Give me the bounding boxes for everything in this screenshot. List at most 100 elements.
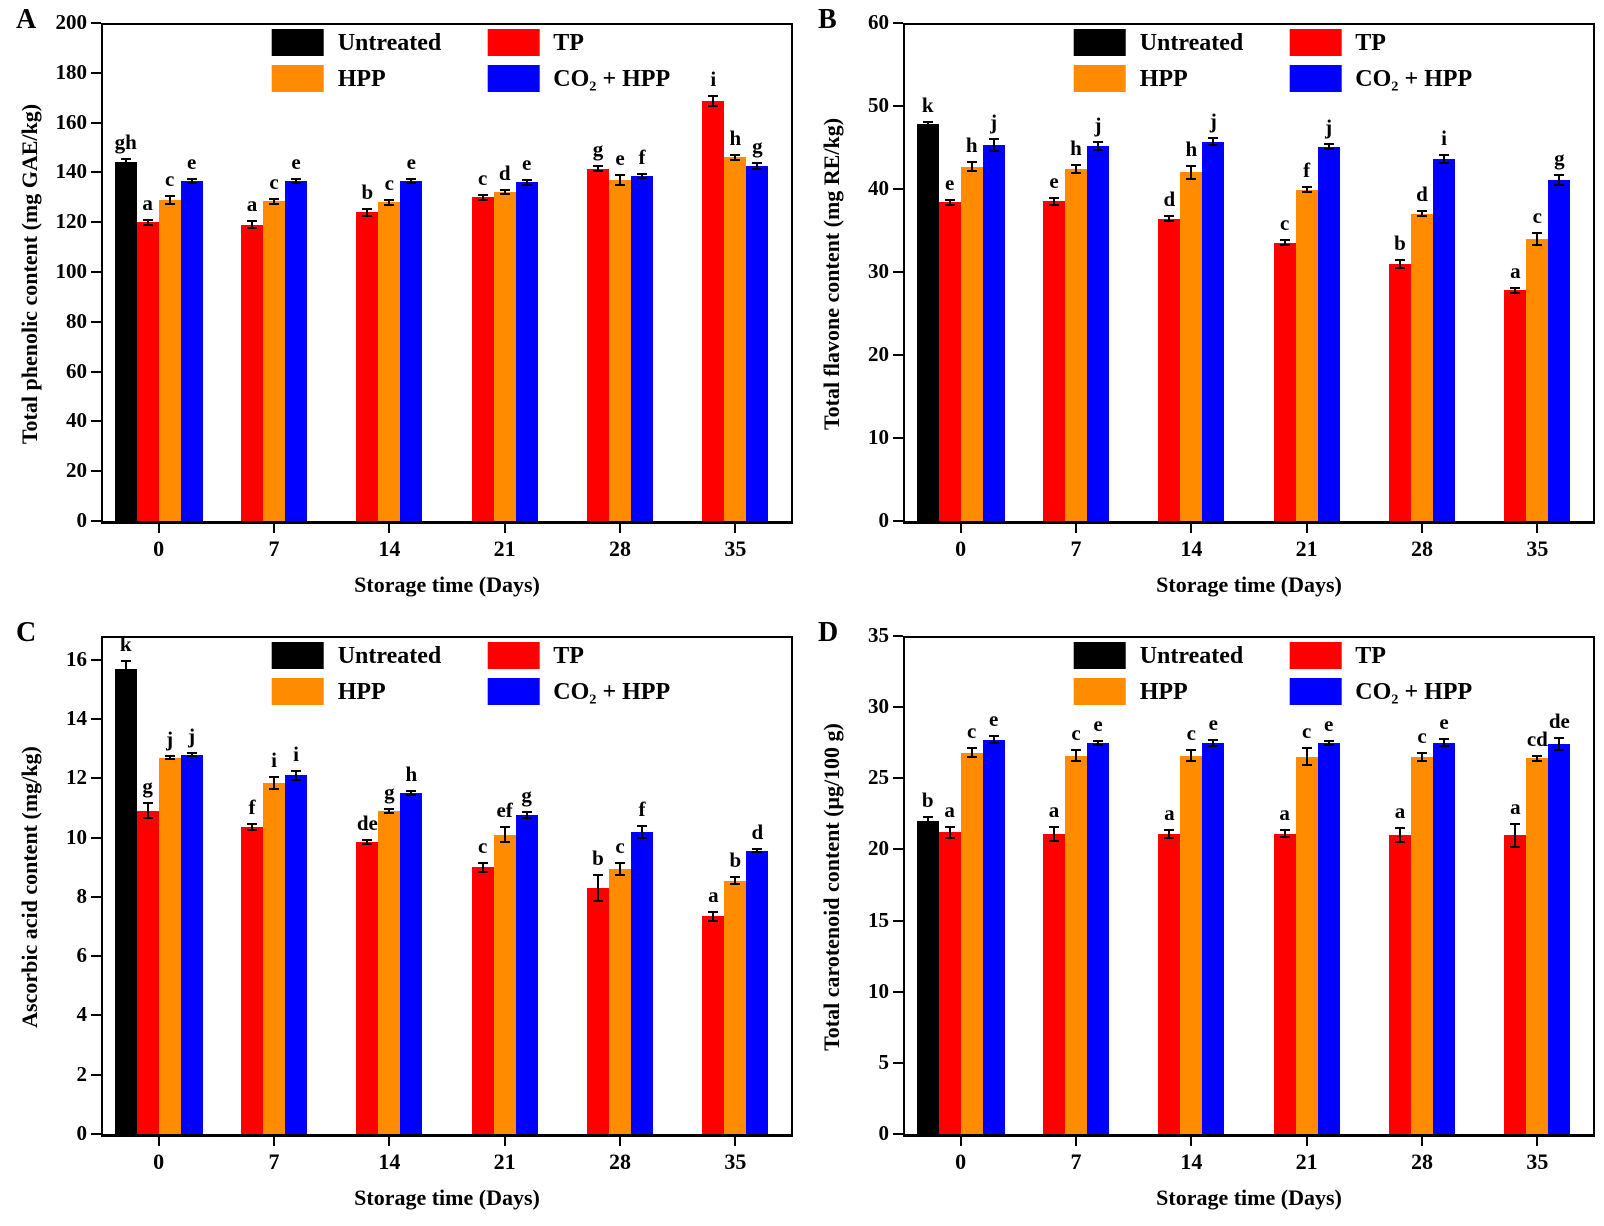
error-bar-cap-bottom [1049,839,1059,842]
legend-item: CO₂ + HPP [487,65,670,92]
bar-hpp [609,868,631,1134]
error-bar-cap-top [521,811,532,814]
legend-swatch-co-hpp [1289,65,1342,92]
bar-co-hpp [631,176,653,521]
bar-tp [241,224,263,521]
error-bar-cap-bottom [1071,760,1081,763]
bar-hpp [724,880,747,1134]
significance-letter: j [1094,112,1102,137]
error-bar [1097,141,1099,150]
error-bar-cap-bottom [1554,748,1565,751]
legend-label: Untreated [337,642,442,669]
legend-item: TP [1289,29,1472,56]
x-tick-mark [1305,524,1308,533]
error-bar-cap-top [186,178,197,181]
error-bar-cap-bottom [1279,836,1290,839]
error-bar [926,816,929,826]
x-tick-label: 7 [1070,1149,1082,1174]
significance-letter: h [965,133,978,158]
y-tick-mark [91,221,101,224]
error-bar [619,174,621,185]
error-bar-cap-top [291,178,301,181]
error-bar-cap-top [944,825,955,828]
significance-letter: c [1417,724,1427,749]
error-bar [251,220,253,229]
error-bar [1443,739,1445,747]
significance-letter: a [944,797,955,822]
bar-co-hpp [180,754,203,1134]
y-tick-label: 6 [76,943,88,968]
error-bar [948,199,951,205]
bar-tp [1043,833,1065,1134]
y-tick-mark [893,848,903,851]
error-bar [1168,829,1171,839]
legend-swatch-hpp [1073,678,1126,705]
bar-tp [136,222,159,521]
error-bar-cap-top [477,861,488,864]
bar-hpp [1295,189,1318,521]
error-bar-cap-top [615,861,625,864]
error-bar-cap-top [1049,825,1059,828]
significance-letter: e [521,150,532,175]
y-tick-mark [893,919,903,922]
significance-letter: cd [1526,726,1548,751]
y-tick-label: 60 [868,10,889,34]
bar-tp [1389,835,1411,1134]
y-tick-mark [91,22,101,24]
error-bar-cap-bottom [1186,178,1197,181]
significance-letter: e [615,145,625,170]
error-bar-cap-top [120,157,131,160]
significance-letter: e [1439,710,1449,735]
error-bar [481,194,484,200]
significance-letter: gh [114,129,137,154]
bar-hpp [378,810,401,1134]
error-bar-cap-top [1395,258,1405,261]
error-bar-cap-top [752,848,763,851]
error-bar-cap-top [1093,140,1103,143]
bar-tp [702,101,725,521]
significance-letter: h [405,762,418,787]
error-bar-cap-bottom [1093,743,1103,746]
significance-letter: d [1416,182,1428,207]
bar-co-hpp [982,145,1005,521]
legend-label: Untreated [1139,29,1244,56]
y-tick-label: 40 [66,408,87,433]
error-bar [1283,830,1286,838]
legend-swatch-untreated [1073,29,1126,56]
error-bar-cap-bottom [1510,291,1521,294]
error-bar-cap-bottom [186,182,197,185]
legend-item: HPP [1073,678,1244,705]
bar-co-hpp [631,831,653,1134]
error-bar-cap-bottom [1439,745,1449,748]
error-bar [948,826,951,839]
significance-letter: j [1209,109,1217,134]
y-tick-label: 12 [66,765,87,790]
legend-swatch-hpp [271,65,324,92]
significance-letter: d [498,161,511,186]
error-bar-cap-top [477,193,488,196]
y-tick-label: 30 [868,259,889,283]
legend-label: CO₂ + HPP [1355,65,1473,92]
error-bar-cap-top [406,790,417,793]
error-bar-cap-bottom [1164,837,1175,840]
bar-hpp [1065,169,1087,521]
y-tick-mark [91,271,101,273]
error-bar-cap-top [1186,164,1197,167]
legend-label: CO₂ + HPP [553,65,671,92]
x-tick-label: 0 [955,1149,967,1174]
x-tick-mark [1536,524,1539,533]
y-tick-label: 120 [55,209,88,234]
error-bar [1097,740,1099,745]
error-bar-cap-top [1439,153,1449,156]
error-bar-cap-bottom [1208,744,1219,747]
x-tick-mark [1190,524,1193,533]
legend-label: HPP [337,65,386,92]
bar-tp [356,842,379,1134]
y-tick-label: 160 [55,109,88,134]
y-tick-mark [893,105,903,107]
error-bar-cap-bottom [1186,760,1197,763]
y-tick-mark [91,955,101,958]
y-tick-mark [91,836,101,839]
error-bar-cap-bottom [730,883,741,886]
y-tick-label: 60 [66,358,87,383]
